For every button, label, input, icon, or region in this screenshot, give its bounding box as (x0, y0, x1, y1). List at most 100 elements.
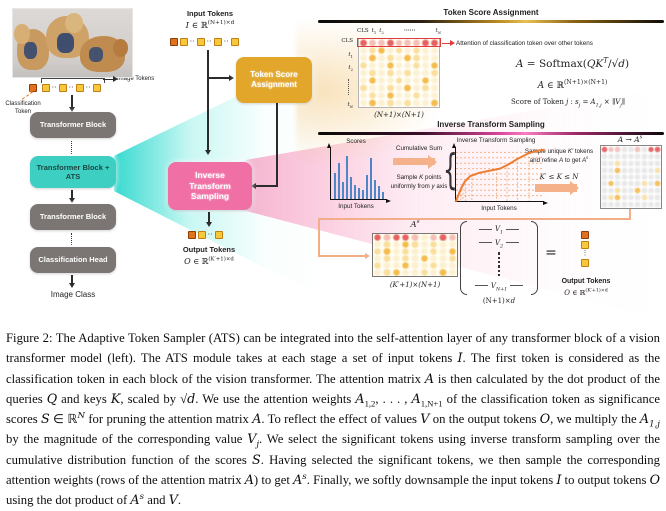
ellipsis-1 (71, 141, 72, 154)
head-to-class-line (71, 275, 73, 283)
transformer-block-ats: Transformer Block + ATS (30, 156, 116, 188)
sample-note: Sample K points uniformly from y axis (390, 174, 448, 190)
cumsum-label: Cumulative Sum (395, 145, 443, 152)
dog-right-head (112, 38, 129, 57)
attention-note-arrowhead (450, 40, 455, 46)
col-label-t2: t2 (379, 28, 384, 36)
bandana-right (89, 47, 104, 63)
dog-left-head (14, 23, 30, 45)
connector-h1 (318, 218, 631, 220)
astar-dim-label: (K′+1)×(N+1) (389, 281, 441, 289)
row-label-cls: CLS (341, 38, 353, 44)
connector-arrowhead (365, 252, 370, 259)
input-tokens-math: I ∈ ℝ(N+1)×d (185, 20, 235, 31)
paper-figure-page: ·· ·· ·· Image Tokens Classification Token… (0, 0, 666, 475)
image-token-row: ·· ·· ·· (42, 84, 101, 92)
scores-xlabel: Input Tokens (338, 203, 374, 210)
cdf-xlabel: Input Tokens (481, 205, 517, 212)
astar-matrix-grid (372, 233, 458, 277)
attn-dim-label: (N+1)×(N+1) (374, 111, 424, 119)
ats-to-block-arrowhead (68, 198, 75, 203)
branch-arrowhead (229, 74, 234, 81)
dog-center-head (65, 13, 84, 34)
output-token-row: ·· (188, 231, 223, 239)
dogs-photo (12, 8, 133, 78)
output-token-stack: ⋮ (581, 231, 589, 267)
pink-down-arrowhead (205, 222, 212, 227)
bandana-left (23, 41, 37, 60)
classification-token-label: Classification Token (5, 101, 41, 115)
attention-matrix-grid (358, 38, 440, 108)
attn-col-labels: CLS t1 t2 ······ tN (357, 28, 442, 36)
input-main-line (207, 50, 209, 150)
astar-matrix (372, 233, 458, 277)
row-label-dots (348, 78, 349, 95)
refined-matrix-grid (600, 145, 662, 209)
section-divider-gold (318, 20, 664, 23)
row-label-t1: t1 (348, 51, 353, 59)
ellipsis-2 (71, 233, 72, 245)
scores-bars (334, 151, 384, 199)
gold-down-line (276, 103, 278, 187)
inverse-transform-sampling-box: Inverse Transform Sampling (168, 162, 252, 210)
image-tokens-arrowhead (113, 76, 118, 82)
image-token-bracket (41, 78, 105, 83)
values-dim-label: (N+1)×d (482, 297, 516, 305)
tokens-to-block-arrowhead (68, 107, 75, 112)
output-tokens-label-right: Output Tokens (561, 278, 611, 285)
image-class-label: Image Class (50, 290, 96, 299)
section-title-token-score: Token Score Assignment (443, 8, 539, 17)
bandana-center (57, 33, 74, 53)
gold-left-line (256, 185, 278, 187)
col-label-cls: CLS (357, 28, 369, 34)
row-label-tN: tN (347, 102, 354, 110)
output-tokens-label-mid: Output Tokens (182, 245, 236, 254)
connector-h2 (318, 255, 366, 257)
cls-row-highlight (357, 37, 441, 48)
attention-note-line (442, 42, 451, 44)
connector-v2 (318, 218, 320, 256)
ats-to-block-line (71, 190, 73, 198)
astar-label: As (410, 219, 420, 230)
col-label-tN: tN (435, 28, 442, 36)
transformer-block-2: Transformer Block (30, 204, 116, 230)
refine-arrow (535, 184, 577, 192)
attention-note: Attention of classification token over o… (456, 39, 593, 47)
output-tokens-math-right: O ∈ ℝ(K′+1)×d (564, 288, 608, 297)
left-bracket (460, 221, 467, 295)
scores-title: Scores (346, 138, 366, 145)
formula-attn-dim: A ∈ ℝ(N+1)×(N+1) (537, 79, 608, 91)
row-label-t2: t2 (348, 65, 353, 73)
cdf-svg (456, 147, 544, 201)
cdf-plot (451, 143, 548, 206)
section-divider-pink (318, 132, 664, 135)
branch-line (208, 77, 230, 79)
input-main-arrowhead (204, 150, 211, 155)
figure-caption: Figure 2: The Adaptive Token Sampler (AT… (6, 331, 660, 508)
figure-canvas: ·· ·· ·· Image Tokens Classification Token… (0, 0, 666, 322)
transformer-block-1: Transformer Block (30, 112, 116, 138)
a-to-astar-label: A → As (617, 134, 643, 144)
value-row-1: V1 (478, 225, 520, 235)
col-label-t1: t1 (371, 28, 377, 36)
classification-token-arrow (21, 91, 34, 100)
head-to-class-arrowhead (68, 283, 75, 288)
values-matrix: V1 V2 VN+1 (460, 221, 538, 295)
tokens-to-block-line (71, 95, 73, 107)
pink-down-line (208, 212, 210, 222)
attn-row-labels: CLS t1 t2 tN (334, 38, 356, 110)
token-score-assignment-box: Token Score Assignment (236, 57, 312, 103)
value-rows-ellipsis (497, 252, 501, 277)
col-label-dots: ······ (403, 28, 416, 34)
input-token-row: ·· ·· ·· (170, 38, 239, 46)
section-title-its: Inverse Transform Sampling (437, 120, 545, 129)
right-bracket (531, 221, 538, 295)
image-tokens-line (103, 79, 114, 81)
classification-head-block: Classification Head (30, 247, 116, 273)
attention-matrix (357, 37, 441, 108)
formula-score: Score of Token j : sj = A1,j × ∥Vj∥ (511, 98, 625, 109)
scores-plot (326, 143, 391, 204)
image-tokens-label: Image Tokens (117, 76, 155, 82)
output-tokens-math-mid: O ∈ ℝ(K′+1)×d (184, 256, 234, 266)
refined-attention-matrix (600, 145, 662, 209)
